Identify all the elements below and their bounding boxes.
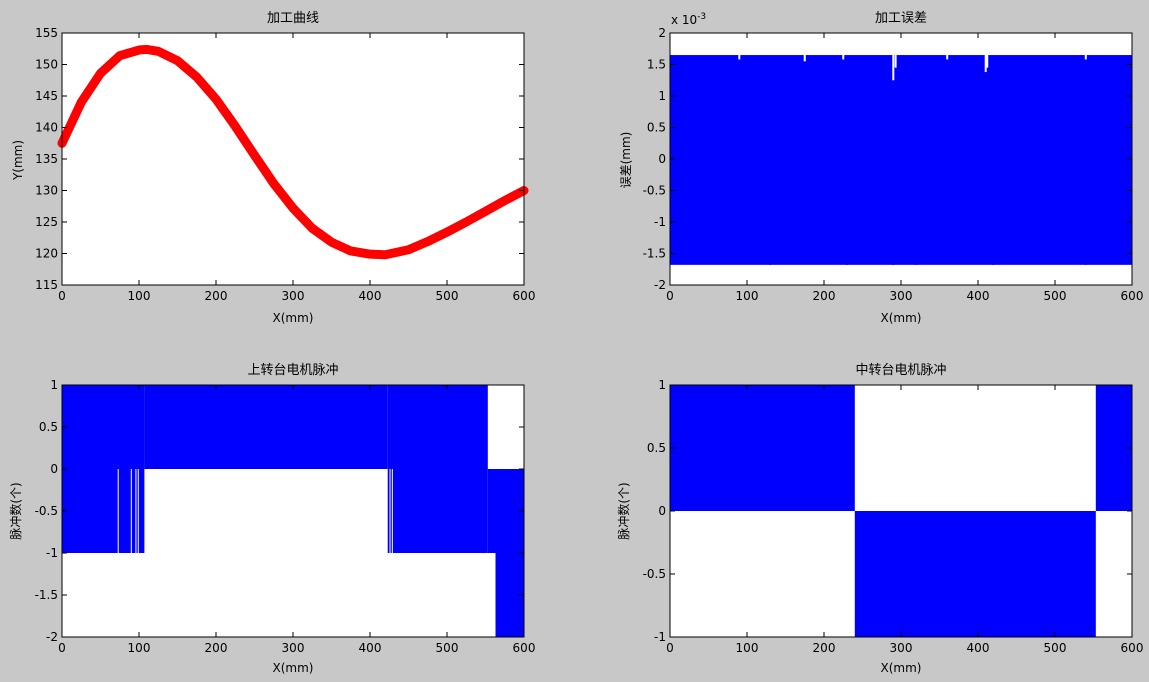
x-tick-label: 200 [813,289,836,303]
y-tick-label: 140 [35,121,58,135]
axis-scale-factor: x 10-3 [671,12,706,27]
y-tick-label: 115 [35,278,58,292]
x-tick-label: 600 [1121,289,1144,303]
plot-area [62,33,524,285]
y-tick-label: 0 [50,462,58,476]
x-axis-label: X(mm) [881,661,922,675]
x-tick-label: 200 [205,289,228,303]
x-tick-label: 300 [282,289,305,303]
y-tick-label: 155 [35,26,58,40]
x-tick-label: 300 [282,641,305,655]
curve-series-line [57,44,529,260]
y-tick-label: 2 [658,26,666,40]
chart-title: 加工曲线 [267,11,319,26]
subplot-middle-table-pulse: 中转台电机脉冲 X(mm) 脉冲数(个) 0 100 200 300 400 500 600… [616,363,1143,675]
y-tick-label: 135 [35,152,58,166]
pulse-region [62,385,145,553]
x-tick-label: 0 [58,641,66,655]
subplot-machining-curve: 加工曲线 X(mm) Y(mm) 0 100 200 300 400 500 600 115 1… [11,11,535,325]
pulse-region [144,385,388,469]
x-tick-label: 300 [890,641,913,655]
pulse-region [1095,385,1132,511]
y-tick-label: 145 [35,89,58,103]
x-tick-label: 0 [666,641,674,655]
x-tick-label: 500 [436,289,459,303]
x-axis-label: X(mm) [273,661,314,675]
error-band [670,55,1132,265]
y-tick-label: 0.5 [647,121,666,135]
y-axis-label: 脉冲数(个) [8,482,23,539]
y-axis-label: Y(mm) [11,140,25,181]
pulse-region [670,385,855,511]
pulse-region [487,469,496,553]
x-tick-label: 400 [967,641,990,655]
y-tick-label: -2 [46,630,58,644]
x-tick-label: 100 [736,289,759,303]
x-tick-label: 100 [128,641,151,655]
scale-base: x 10 [671,13,697,27]
y-tick-label: 0 [658,152,666,166]
x-tick-label: 500 [436,641,459,655]
x-tick-label: 400 [359,289,382,303]
data-layer [57,44,529,260]
y-tick-label: 1 [658,89,666,103]
x-tick-label: 400 [359,641,382,655]
y-tick-label: -0.5 [35,504,58,518]
x-tick-label: 0 [58,289,66,303]
y-tick-label: -0.5 [643,567,666,581]
x-tick-label: 600 [513,641,536,655]
y-tick-label: -1 [46,546,58,560]
x-tick-label: 200 [205,641,228,655]
y-tick-label: 1 [658,378,666,392]
y-tick-label: -1 [654,215,666,229]
x-tick-label: 0 [666,289,674,303]
data-layer [670,55,1132,265]
pulse-region [854,511,1096,637]
y-tick-label: 1 [50,378,58,392]
subplot-machining-error: 加工误差 X(mm) 误差(mm) x 10-3 0 100 200 300 400 50… [619,11,1143,325]
y-tick-label: 0.5 [39,420,58,434]
y-tick-label: 0 [658,504,666,518]
chart-title: 中转台电机脉冲 [855,363,946,378]
x-tick-label: 500 [1044,641,1067,655]
x-tick-label: 100 [736,641,759,655]
y-tick-label: 130 [35,184,58,198]
x-tick-label: 600 [513,289,536,303]
x-tick-label: 400 [967,289,990,303]
subplot-upper-table-pulse: 上转台电机脉冲 X(mm) 脉冲数(个) 0 100 200 300 400 500 600… [8,363,535,675]
y-tick-label: 1.5 [647,58,666,72]
x-axis-label: X(mm) [273,311,314,325]
data-layer [670,385,1132,637]
y-axis-label: 脉冲数(个) [616,482,631,539]
y-tick-label: -1.5 [35,588,58,602]
y-axis-label: 误差(mm) [619,132,633,189]
y-tick-label: 125 [35,215,58,229]
pulse-region [387,385,488,553]
chart-title: 上转台电机脉冲 [247,363,338,378]
scale-exponent: -3 [697,12,706,22]
x-tick-label: 300 [890,289,913,303]
y-tick-label: -2 [654,278,666,292]
x-tick-label: 200 [813,641,836,655]
y-tick-label: 0.5 [647,441,666,455]
y-tick-label: 120 [35,247,58,261]
x-tick-label: 100 [128,289,151,303]
data-layer [62,385,524,637]
chart-title: 加工误差 [875,11,927,26]
y-tick-label: -1.5 [643,247,666,261]
y-tick-label: -1 [654,630,666,644]
x-tick-label: 600 [1121,641,1144,655]
x-tick-label: 500 [1044,289,1067,303]
y-tick-label: 150 [35,58,58,72]
x-axis-label: X(mm) [881,311,922,325]
y-tick-label: -0.5 [643,184,666,198]
